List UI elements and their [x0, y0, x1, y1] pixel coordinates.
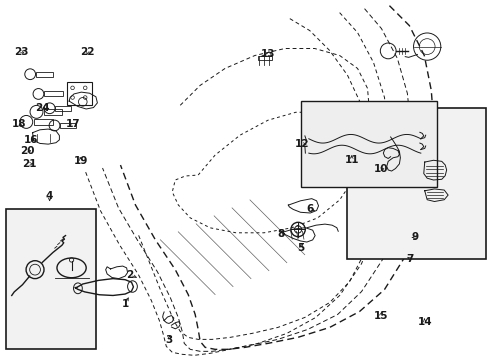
Text: 24: 24: [35, 103, 50, 113]
Bar: [36, 72, 53, 77]
Text: 13: 13: [260, 49, 275, 59]
Bar: [66, 82, 92, 105]
Text: 10: 10: [373, 164, 387, 174]
Bar: [60, 123, 76, 128]
Text: 21: 21: [22, 159, 37, 169]
Text: 15: 15: [373, 311, 387, 320]
Bar: [34, 119, 53, 125]
Text: 14: 14: [417, 317, 431, 327]
Text: 4: 4: [46, 191, 53, 201]
Text: 12: 12: [294, 139, 308, 149]
Text: 23: 23: [14, 46, 29, 57]
Text: 17: 17: [65, 120, 80, 129]
Text: 5: 5: [296, 243, 304, 253]
Bar: [300, 101, 436, 187]
Bar: [44, 91, 62, 96]
Text: 3: 3: [165, 334, 172, 345]
Text: 1: 1: [122, 299, 128, 309]
Text: 6: 6: [306, 204, 313, 214]
Bar: [6, 209, 96, 348]
Text: 9: 9: [410, 232, 418, 242]
Text: 18: 18: [12, 120, 27, 129]
Bar: [257, 56, 272, 60]
Bar: [346, 108, 485, 259]
Text: 11: 11: [344, 155, 358, 165]
Text: 16: 16: [24, 135, 39, 145]
Text: 22: 22: [80, 46, 95, 57]
Text: 2: 2: [126, 270, 133, 280]
Text: 19: 19: [74, 156, 88, 166]
Bar: [55, 106, 71, 111]
Text: 8: 8: [277, 229, 284, 239]
Text: 7: 7: [406, 254, 413, 264]
Bar: [44, 109, 62, 115]
Text: 20: 20: [20, 145, 35, 156]
